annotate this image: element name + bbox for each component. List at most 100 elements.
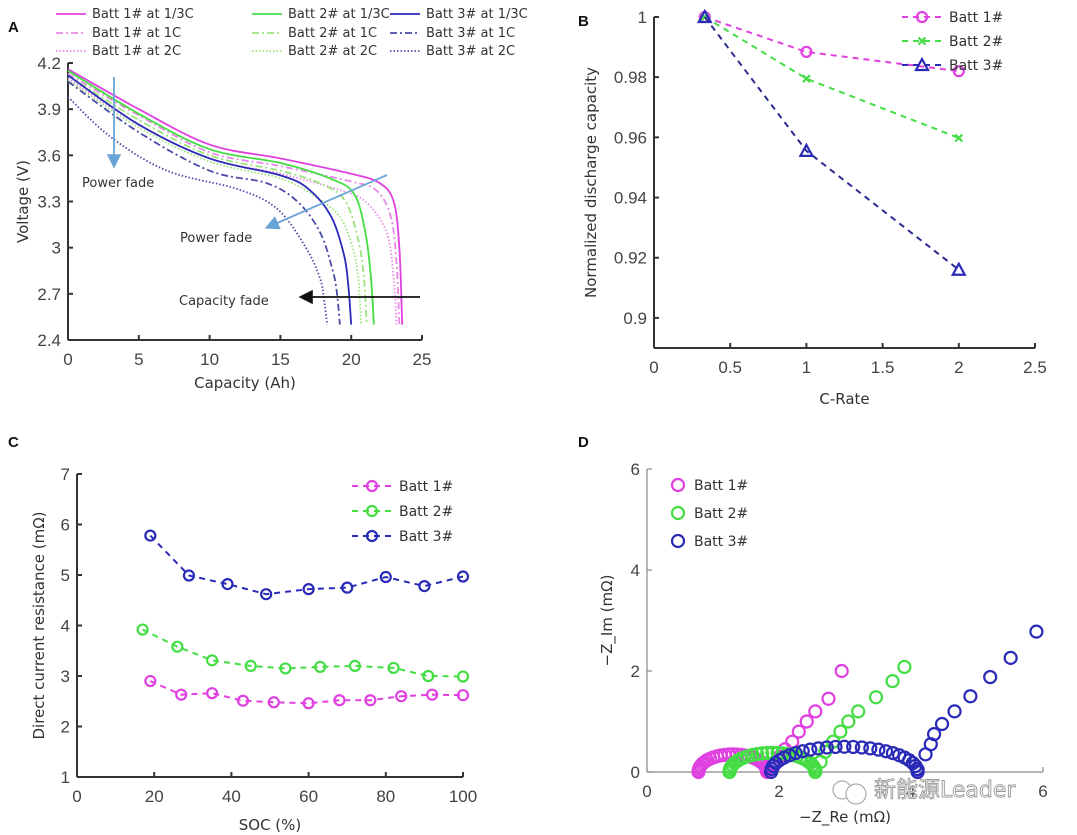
data-point (811, 741, 826, 756)
series-line (703, 16, 960, 271)
data-point (854, 740, 869, 755)
y-tick-label: 0.92 (614, 249, 647, 268)
x-axis-label: SOC (%) (239, 816, 302, 834)
data-point (302, 583, 315, 596)
data-point (750, 746, 765, 762)
watermark-text: 新能源Leader (874, 778, 1016, 803)
data-point (795, 744, 810, 759)
axes-D: 0 2 4 6 0 2 4 6 −Z_Re (mΩ) −Z_Im (mΩ) D (578, 434, 1048, 827)
data-point (171, 640, 184, 653)
x-tick-label: 6 (1038, 782, 1047, 801)
x-tick-label: 5 (134, 350, 143, 369)
data-point (803, 742, 818, 757)
watermark: 新能源Leader (832, 778, 1017, 805)
data-point (456, 670, 470, 683)
data-point (426, 688, 439, 701)
y-axis-label: −Z_Im (mΩ) (598, 575, 617, 667)
x-tick-label: 20 (145, 787, 164, 806)
data-point (954, 133, 964, 143)
data-point (206, 687, 219, 700)
x-tick-label: 25 (413, 350, 432, 369)
data-point (782, 748, 797, 763)
y-tick-label: 3.9 (37, 100, 61, 119)
legend-D: Batt 1# Batt 2# Batt 3# (670, 477, 748, 550)
data-point (808, 704, 823, 719)
data-point (963, 689, 978, 704)
y-tick-label: 3.3 (37, 193, 61, 212)
data-point (456, 570, 470, 583)
y-tick-label: 2.7 (37, 285, 61, 304)
data-point (260, 588, 273, 601)
axes-C: 0 20 40 60 80 100 1 2 3 4 5 6 7 SOC (%) Direct current… (8, 434, 477, 834)
power-fade-arrow-diagonal (264, 174, 388, 230)
data-point (837, 739, 852, 754)
series-line (67, 69, 375, 325)
legend-marker (365, 529, 379, 543)
y-tick-label: 6 (61, 516, 70, 535)
panel-letter: B (578, 13, 589, 30)
data-point (819, 740, 834, 755)
data-point (395, 690, 408, 703)
legend-label: Batt 3# (949, 58, 1003, 74)
series-line (149, 680, 464, 705)
y-tick-label: 0.94 (614, 189, 647, 208)
legend-label: Batt 1# at 2C (92, 44, 181, 59)
data-point (885, 673, 900, 689)
data-point (314, 660, 327, 674)
x-tick-label: 2 (774, 782, 783, 801)
data-point (868, 690, 884, 705)
legend-label: Batt 1# (949, 10, 1003, 26)
annotation-power-fade-2: Power fade (180, 231, 252, 246)
y-tick-label: 6 (631, 460, 640, 479)
y-tick-label: 5 (61, 566, 70, 585)
data-point (828, 739, 843, 755)
y-tick-label: 1 (61, 768, 70, 787)
series-line (704, 16, 960, 139)
data-point (136, 623, 149, 636)
x-tick-label: 4 (906, 782, 915, 801)
y-tick-label: 4.2 (37, 54, 61, 73)
y-tick-label: 2 (631, 662, 640, 681)
series-group-B (696, 8, 967, 276)
data-point (379, 570, 392, 584)
legend-label: Batt 2# (399, 504, 453, 520)
series-group-A (67, 68, 404, 325)
x-tick-label: 1.5 (871, 358, 895, 377)
legend-marker (670, 505, 686, 521)
y-tick-label: 4 (61, 617, 70, 636)
data-point (846, 739, 861, 755)
series-line (67, 96, 329, 325)
x-tick-label: 100 (449, 787, 477, 806)
data-point (755, 746, 770, 761)
legend-label: Batt 1# (399, 479, 453, 495)
data-point (144, 674, 157, 688)
data-point (348, 659, 362, 673)
data-point (456, 689, 470, 702)
y-tick-label: 2.4 (37, 331, 61, 350)
data-point (182, 569, 196, 582)
data-point (800, 45, 813, 59)
data-point (387, 661, 400, 675)
legend-marker (670, 477, 686, 493)
data-point (1003, 650, 1018, 665)
data-point (897, 659, 912, 675)
legend-label: Batt 3# (399, 529, 453, 545)
y-tick-label: 7 (61, 465, 70, 484)
data-point (418, 580, 431, 593)
data-point (175, 688, 188, 701)
legend-marker (670, 533, 686, 549)
legend-label: Batt 3# at 1/3C (426, 7, 528, 22)
data-point (833, 724, 848, 739)
series-line (67, 68, 404, 325)
series-line (67, 80, 341, 325)
legend-label: Batt 2# (694, 506, 748, 522)
x-tick-label: 0 (72, 787, 81, 806)
series-line (67, 77, 398, 325)
data-point (863, 741, 878, 756)
data-point (952, 65, 965, 78)
data-point (910, 762, 925, 777)
y-axis-label: Normalized discharge capacity (582, 67, 600, 298)
x-axis-label: C-Rate (819, 390, 869, 408)
data-point (422, 669, 435, 683)
